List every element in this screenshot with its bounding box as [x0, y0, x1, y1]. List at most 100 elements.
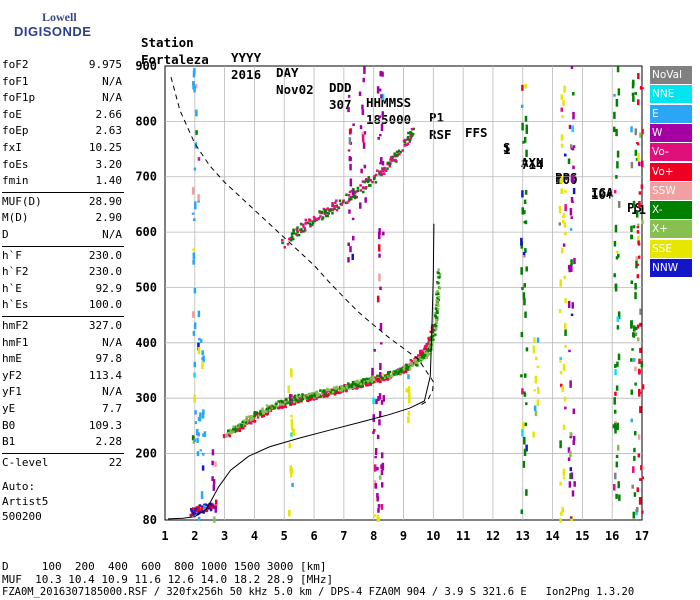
- o-trace-echo: [222, 434, 226, 437]
- scatter-echo: [631, 484, 634, 489]
- scatter-echo: [615, 128, 618, 137]
- upper-trace-echo: [280, 238, 284, 242]
- upper-trace-echo: [299, 222, 303, 226]
- scatter-echo: [614, 428, 617, 434]
- scatter-echo: [408, 392, 411, 399]
- y-tick-label: 80: [143, 513, 157, 527]
- o-trace-echo: [419, 351, 422, 355]
- scatter-echo: [636, 324, 640, 329]
- scatter-echo: [616, 444, 620, 451]
- scatter-echo: [567, 300, 571, 308]
- x-trace-echo: [257, 414, 261, 417]
- x-trace-echo: [356, 379, 359, 383]
- x-trace-echo: [395, 369, 399, 373]
- upper-trace-echo: [389, 156, 393, 159]
- x-trace-echo: [387, 371, 390, 374]
- scatter-echo: [347, 257, 350, 263]
- o-trace-echo: [387, 377, 391, 380]
- scatter-echo: [617, 201, 621, 208]
- scatter-echo: [523, 391, 526, 395]
- x-trace-echo: [294, 398, 297, 402]
- o-trace-echo: [238, 429, 242, 432]
- scatter-echo: [637, 235, 640, 242]
- x-trace-echo: [232, 425, 235, 429]
- upper-trace-echo: [355, 195, 359, 199]
- scatter-echo: [562, 468, 566, 477]
- x-trace-echo: [419, 360, 423, 364]
- x-trace-echo: [265, 404, 269, 407]
- x-trace-echo: [227, 429, 230, 433]
- hdr-day: Nov02: [276, 82, 314, 97]
- x-trace-echo: [435, 324, 438, 328]
- scatter-echo: [382, 395, 386, 402]
- x-trace-echo: [392, 372, 396, 376]
- o-trace-echo: [315, 397, 318, 400]
- x-trace-echo: [345, 386, 349, 389]
- o-trace-echo: [296, 400, 299, 404]
- x-trace-echo: [311, 391, 315, 395]
- scatter-echo: [562, 213, 566, 217]
- o-trace-echo: [291, 400, 295, 403]
- x-tick-label: 15: [575, 529, 589, 543]
- scatter-echo: [536, 399, 540, 406]
- param-separator: [2, 245, 124, 247]
- x-tick-label: 8: [370, 529, 377, 543]
- upper-trace-echo: [281, 241, 284, 245]
- scatter-echo: [558, 205, 562, 214]
- x-trace-echo: [354, 380, 357, 383]
- scatter-echo: [569, 432, 572, 437]
- x-trace-echo: [372, 377, 376, 381]
- scatter-echo: [290, 418, 294, 425]
- electron-density-profile-dashed: [170, 76, 434, 407]
- scatter-echo: [641, 384, 645, 390]
- hdr-label-station: Station: [141, 35, 194, 50]
- x-trace-echo: [434, 323, 437, 327]
- scatter-echo: [407, 374, 410, 380]
- param-key: yE: [2, 402, 16, 415]
- x-trace-echo: [427, 347, 430, 351]
- x-trace-echo: [259, 410, 262, 413]
- o-trace-echo: [339, 391, 342, 394]
- scatter-echo: [535, 356, 538, 361]
- upper-trace-echo: [290, 235, 294, 238]
- x-trace-echo: [389, 376, 392, 379]
- scatter-echo: [635, 211, 639, 218]
- e-trace-echo: [204, 509, 208, 512]
- o-trace-echo: [307, 399, 310, 403]
- scatter-echo: [633, 492, 637, 497]
- scatter-echo: [633, 430, 637, 436]
- o-trace-echo: [356, 386, 359, 389]
- param-key: MUF(D): [2, 194, 42, 208]
- scatter-echo: [362, 77, 365, 83]
- scatter-echo: [630, 225, 633, 232]
- x-trace-echo: [334, 387, 338, 391]
- scatter-echo: [521, 388, 524, 395]
- scatter-echo: [570, 264, 573, 272]
- o-trace-echo: [373, 380, 376, 384]
- hdr-label-s: S: [503, 140, 511, 155]
- scatter-echo: [641, 510, 644, 514]
- e-trace-echo: [211, 505, 214, 509]
- scatter-echo: [378, 411, 382, 418]
- x-trace-echo: [332, 386, 336, 389]
- param-key: foF2: [2, 58, 29, 71]
- scatter-echo: [349, 178, 353, 187]
- scatter-echo: [380, 504, 384, 510]
- scatter-echo: [379, 134, 382, 137]
- param-row-foes: foEs 3.20: [2, 158, 122, 174]
- x-trace-echo: [231, 428, 235, 431]
- scatter-echo: [520, 509, 524, 514]
- x-trace-echo: [431, 330, 435, 334]
- x-trace-echo: [297, 393, 300, 397]
- upper-trace-echo: [367, 177, 371, 181]
- scatter-echo: [351, 217, 355, 221]
- scatter-echo: [378, 228, 381, 235]
- x-trace-echo: [426, 349, 430, 352]
- x-trace-echo: [434, 311, 437, 315]
- x-tick-label: 4: [251, 529, 258, 543]
- x-tick-label: 16: [605, 529, 619, 543]
- upper-trace-echo: [408, 138, 412, 141]
- scatter-echo: [359, 202, 362, 209]
- scatter-echo: [616, 150, 620, 158]
- scatter-echo: [564, 344, 567, 348]
